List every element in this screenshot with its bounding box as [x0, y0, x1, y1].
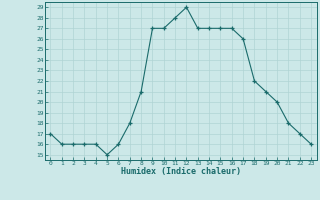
X-axis label: Humidex (Indice chaleur): Humidex (Indice chaleur)	[121, 167, 241, 176]
